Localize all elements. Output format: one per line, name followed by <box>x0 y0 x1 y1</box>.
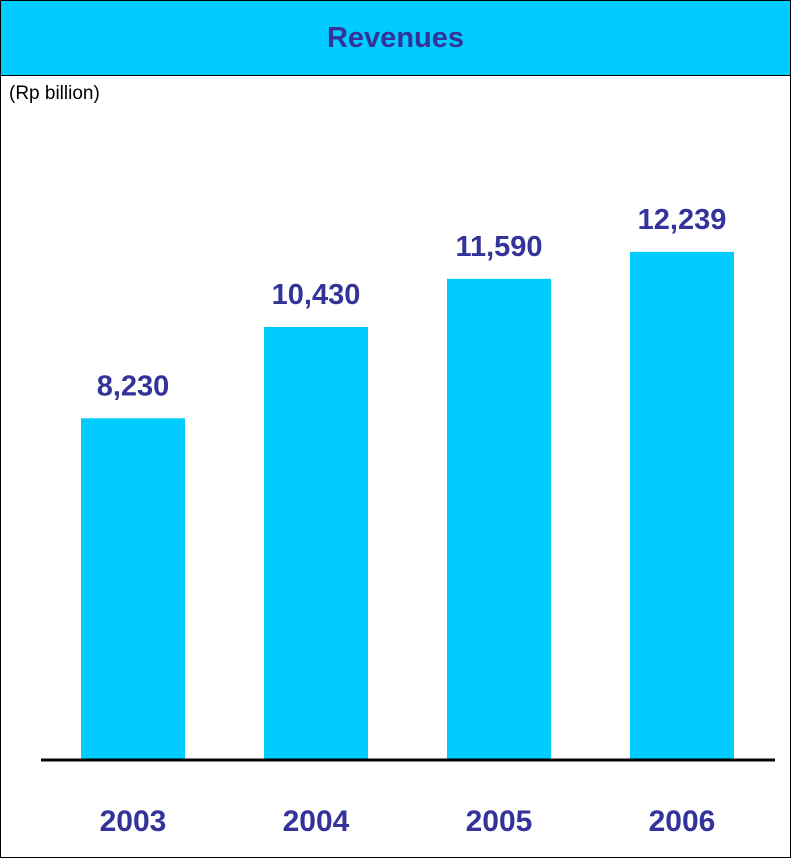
category-label-2005: 2005 <box>466 805 533 838</box>
bar-2004 <box>264 326 368 760</box>
category-label-2006: 2006 <box>649 805 716 838</box>
value-label-2005: 11,590 <box>455 231 542 263</box>
bar-2006 <box>630 251 734 760</box>
value-label-2003: 8,230 <box>97 370 170 402</box>
chart-title: Revenues <box>326 21 464 54</box>
unit-label: (Rp billion) <box>9 83 100 104</box>
chart-title-bar: Revenues <box>1 1 790 76</box>
value-label-2004: 10,430 <box>272 279 361 311</box>
category-label-2004: 2004 <box>283 805 350 838</box>
bar-2005 <box>447 278 551 760</box>
value-label-2006: 12,239 <box>638 204 727 236</box>
category-label-2003: 2003 <box>100 805 167 838</box>
bar-2003 <box>81 418 185 760</box>
